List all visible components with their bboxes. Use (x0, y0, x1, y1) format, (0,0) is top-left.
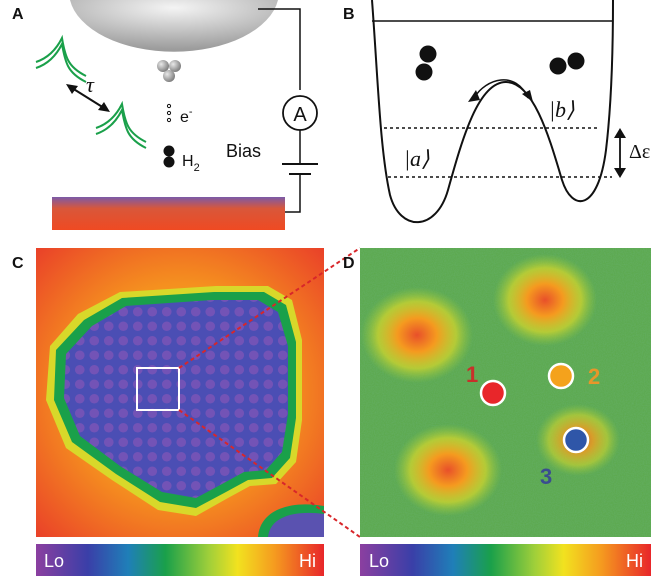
scale-lo-label-d: Lo (369, 551, 389, 571)
h2-label: H2 (182, 153, 200, 174)
scale-hi-label-c: Hi (299, 551, 316, 571)
panel-label-a: A (12, 6, 24, 23)
h2-molecule-right-icon (549, 52, 585, 75)
tip-apex-cluster (157, 60, 181, 82)
circuit-wire-top (258, 8, 301, 90)
energy-gap-arrow-icon (614, 128, 626, 178)
green-spectrum-icon-2 (95, 100, 147, 149)
hotspot-2 (493, 254, 597, 346)
zoom-connector-bottom (178, 409, 361, 538)
state-a-label: |a⟩ (404, 146, 430, 171)
double-well-potential (371, 0, 614, 224)
electron-icon (166, 103, 172, 123)
marker-group: 1 2 3 (466, 362, 600, 489)
electron-label: e- (180, 106, 193, 126)
double-arrow-icon (66, 84, 110, 112)
panel-a: A Bias τ e- H2 (35, 0, 318, 230)
corner-island-blue (268, 512, 324, 537)
substrate (52, 197, 285, 230)
marker-2 (547, 362, 575, 390)
tunneling-arrow-icon (468, 79, 533, 102)
panel-label-c: C (12, 255, 24, 272)
h2-molecule-left-icon (415, 45, 437, 81)
state-b-label: |b⟩ (549, 97, 575, 122)
panel-label-d: D (343, 255, 355, 272)
stm-tip (70, 0, 278, 52)
scale-lo-label-c: Lo (44, 551, 64, 571)
marker-3 (562, 426, 590, 454)
h2-molecule-icon (163, 145, 175, 168)
hotspot-3 (394, 424, 502, 516)
panel-c: Lo Hi (36, 248, 324, 576)
zoom-region-box (136, 367, 180, 411)
panel-d: 1 2 3 Lo Hi (360, 248, 651, 576)
marker-1 (479, 379, 507, 407)
panel-label-b: B (343, 6, 355, 23)
scale-hi-label-d: Hi (626, 551, 643, 571)
molecular-island (64, 300, 288, 498)
marker-2-label: 2 (588, 364, 600, 389)
delta-epsilon-label: Δε (629, 141, 650, 163)
circuit-wire-bottom (285, 174, 301, 213)
tau-label: τ (86, 72, 95, 97)
green-spectrum-icon-1 (35, 34, 87, 83)
color-scale-d (360, 544, 651, 576)
marker-1-label: 1 (466, 362, 478, 387)
panel-b: |a⟩ |b⟩ Δε (371, 0, 650, 224)
zoom-connector-top (178, 247, 361, 369)
color-scale-c (36, 544, 324, 576)
hotspot-1 (361, 287, 473, 383)
bias-label: Bias (226, 141, 261, 161)
marker-3-label: 3 (540, 464, 552, 489)
ammeter-label: A (293, 104, 307, 126)
